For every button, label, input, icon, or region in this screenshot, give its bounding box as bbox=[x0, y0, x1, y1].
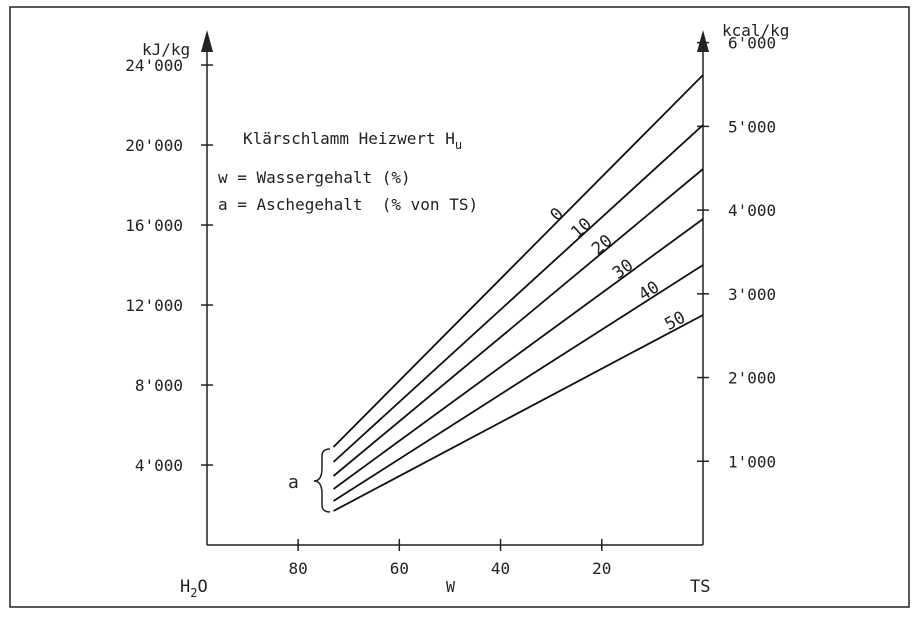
x-axis-tick-label: 60 bbox=[390, 559, 409, 578]
right-axis-tick-label: 1'000 bbox=[728, 452, 776, 471]
legend-line-water: w = Wassergehalt (%) bbox=[218, 168, 411, 187]
series-line-10 bbox=[332, 124, 704, 463]
series-lines-group bbox=[332, 74, 704, 512]
x-axis-tick-label: 80 bbox=[288, 559, 307, 578]
right-axis-ticks: 1'000 2'000 3'000 4'000 5'000 6'000 bbox=[697, 34, 776, 471]
right-axis-tick-label: 6'000 bbox=[728, 34, 776, 53]
left-axis-tick-label: 4'000 bbox=[135, 456, 183, 475]
x-axis-tick-label: 40 bbox=[491, 559, 510, 578]
legend-line-ash: a = Aschegehalt (% von TS) bbox=[218, 195, 478, 214]
series-line-20 bbox=[332, 168, 704, 477]
left-axis-tick-label: 16'000 bbox=[125, 216, 183, 235]
axes-group bbox=[201, 30, 709, 546]
right-axis-tick-label: 3'000 bbox=[728, 285, 776, 304]
x-axis-tick-label: 20 bbox=[592, 559, 611, 578]
right-axis-arrow-icon bbox=[697, 30, 709, 52]
series-line-40 bbox=[333, 264, 704, 502]
x-axis-ticks: 80 60 40 20 bbox=[288, 539, 611, 578]
series-label-50: 50 bbox=[661, 308, 688, 335]
right-axis-tick-label: 2'000 bbox=[728, 369, 776, 388]
chart-title: Klärschlamm Heizwert Hu bbox=[243, 129, 462, 152]
series-label-30: 30 bbox=[609, 255, 637, 283]
left-axis-tick-label: 12'000 bbox=[125, 296, 183, 315]
ash-bracket-label: a bbox=[288, 472, 299, 493]
left-axis-tick-label: 8'000 bbox=[135, 376, 183, 395]
series-label-40: 40 bbox=[635, 277, 663, 305]
right-axis-tick-label: 4'000 bbox=[728, 201, 776, 220]
x-axis-label: W bbox=[446, 578, 456, 596]
left-axis-ticks: 4'000 8'000 12'000 16'000 20'000 24'000 bbox=[125, 56, 213, 475]
ash-bracket-icon bbox=[313, 448, 331, 513]
chart-frame bbox=[9, 6, 910, 608]
series-line-0 bbox=[332, 74, 704, 448]
series-line-30 bbox=[332, 218, 704, 490]
series-label-20: 20 bbox=[588, 231, 617, 259]
series-line-50 bbox=[333, 314, 704, 512]
right-axis-tick-label: 5'000 bbox=[728, 117, 776, 136]
left-axis-tick-label: 24'000 bbox=[125, 56, 183, 75]
left-axis-arrow-icon bbox=[201, 30, 213, 52]
x-axis-left-end-label: H2O bbox=[180, 577, 208, 600]
right-axis-unit-label: kcal/kg bbox=[722, 21, 789, 40]
left-axis-unit-label: kJ/kg bbox=[142, 40, 190, 59]
left-axis-tick-label: 20'000 bbox=[125, 136, 183, 155]
series-label-10: 10 bbox=[567, 214, 596, 243]
x-axis-right-end-label: TS bbox=[690, 577, 710, 597]
